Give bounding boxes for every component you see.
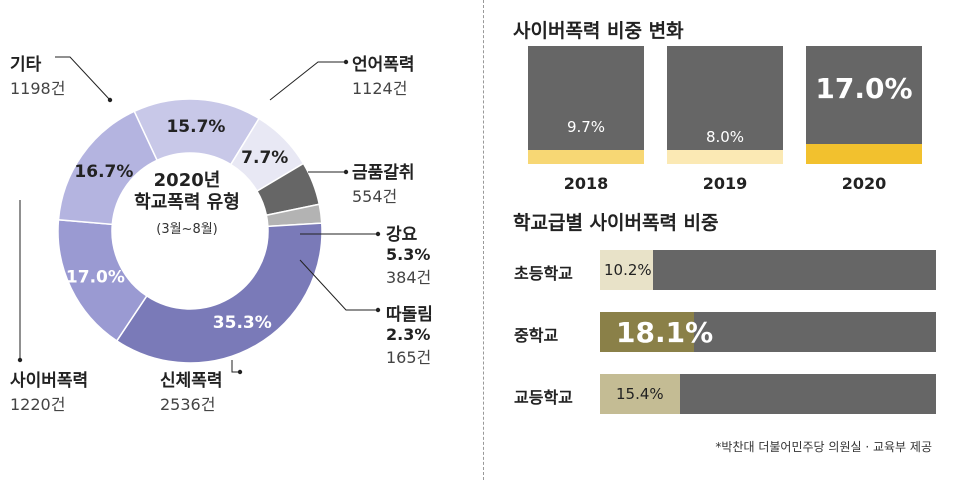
donut-slice — [57, 110, 159, 226]
slice-percent-label: 16.7% — [74, 162, 133, 182]
leader-dot — [375, 307, 381, 313]
slice-percent-label: 17.0% — [66, 268, 125, 288]
hbar-high: 15.4% — [600, 374, 936, 414]
slice-count: 1198건 — [10, 79, 66, 98]
hbar-value-label: 15.4% — [616, 385, 664, 403]
label-coercion: 강요 5.3% 384건 — [386, 220, 431, 288]
bar-fill — [806, 144, 922, 164]
leader-line — [55, 56, 111, 101]
leader-line — [299, 259, 378, 311]
leader-dot — [17, 357, 23, 363]
school-label: 교등학교 — [514, 388, 573, 407]
panel-divider — [483, 0, 484, 480]
donut-chart: 15.7% 7.7% 35.3% 17.0% 16.7% — [17, 56, 381, 375]
bar-fill — [528, 150, 644, 164]
year-label: 2019 — [702, 174, 748, 193]
slice-percent-labels: 15.7% 7.7% 35.3% 17.0% 16.7% — [66, 117, 288, 333]
slice-percent-label: 7.7% — [241, 148, 288, 168]
slice-count: 1124건 — [352, 79, 408, 98]
leader-line — [231, 360, 240, 373]
hbar-value-label: 18.1% — [616, 316, 714, 349]
label-ostracism: 따돌림 2.3% 165건 — [386, 300, 433, 368]
source-note: *박찬대 더불어민주당 의원실 · 교육부 제공 — [715, 440, 932, 454]
donut-center: 2020년 학교폭력 유형 (3월~8월) — [117, 170, 257, 237]
hbar-fill — [600, 374, 680, 414]
bar-value-label: 9.7% — [566, 118, 606, 136]
school-level-title: 학교급별 사이버폭력 비중 — [513, 212, 719, 234]
donut-slices — [57, 98, 323, 364]
bar-2018: 9.7% — [528, 46, 644, 164]
slice-name: 언어폭력 — [352, 55, 415, 75]
bar-fill — [667, 150, 783, 164]
slice-count: 2536건 — [160, 395, 216, 414]
hbar-fill — [600, 312, 694, 352]
label-physical: 신체폭력 2536건 — [160, 366, 223, 415]
leader-dot — [343, 59, 349, 65]
school-label: 중학교 — [514, 326, 559, 345]
hbar-value-label: 10.2% — [604, 261, 652, 279]
slice-name: 신체폭력 — [160, 371, 223, 391]
donut-title-line2: 학교폭력 유형 — [134, 192, 240, 213]
slice-percent: 5.3% — [386, 245, 431, 264]
hbar-elementary: 10.2% — [600, 250, 936, 290]
bar-value-label: 17.0% — [815, 72, 913, 105]
year-label: 2020 — [841, 174, 887, 193]
slice-name: 사이버폭력 — [10, 371, 89, 391]
bar-2019: 8.0% — [667, 46, 783, 164]
label-extortion: 금품갈취 554건 — [352, 158, 415, 207]
slice-percent-label: 35.3% — [213, 313, 272, 333]
slice-count: 165건 — [386, 348, 432, 367]
label-verbal: 언어폭력 1124건 — [352, 50, 415, 99]
slice-count: 1220건 — [10, 395, 66, 414]
leader-dot — [343, 169, 349, 175]
cyber-trend-title: 사이버폭력 비중 변화 — [513, 20, 684, 42]
leader-lines — [17, 56, 381, 375]
slice-count: 554건 — [352, 187, 398, 206]
label-cyber: 사이버폭력 1220건 — [10, 366, 88, 415]
bar-value-label: 8.0% — [705, 128, 745, 146]
year-label: 2018 — [563, 174, 609, 193]
leader-dot — [107, 97, 113, 103]
label-other: 기타 1198건 — [10, 50, 65, 99]
leader-line — [269, 61, 346, 101]
slice-name: 강요 — [386, 225, 418, 245]
slice-count: 384건 — [386, 268, 432, 287]
slice-name: 금품갈취 — [352, 163, 415, 183]
donut-subtitle: (3월~8월) — [156, 222, 218, 237]
school-label: 초등학교 — [514, 264, 573, 283]
hbar-middle: 18.1% — [600, 312, 936, 352]
donut-slice — [115, 222, 323, 364]
donut-title-line1: 2020년 — [153, 170, 221, 191]
leader-dot — [237, 369, 243, 375]
leader-dot — [375, 231, 381, 237]
slice-name: 따돌림 — [386, 305, 433, 325]
slice-percent: 2.3% — [386, 325, 431, 344]
bar-2020: 17.0% — [806, 46, 922, 164]
hbar-fill — [600, 250, 653, 290]
slice-percent-label: 15.7% — [166, 117, 225, 137]
slice-name: 기타 — [10, 55, 42, 75]
